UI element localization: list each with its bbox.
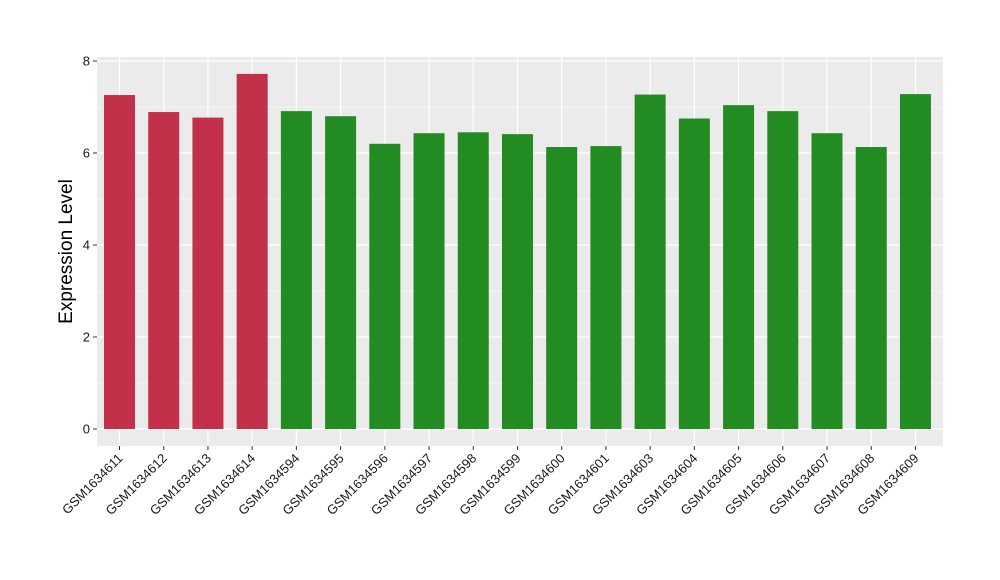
bar-GSM1634604	[678, 118, 710, 429]
bar-GSM1634597	[413, 133, 445, 429]
bar-GSM1634599	[501, 134, 533, 429]
y-tick-label: 0	[83, 422, 90, 437]
x-axis: GSM1634611GSM1634612GSM1634613GSM1634614…	[59, 446, 922, 518]
y-tick-label: 2	[83, 330, 90, 345]
bar-GSM1634601	[590, 146, 622, 429]
bar-GSM1634605	[723, 105, 755, 429]
y-tick-label: 8	[83, 54, 90, 69]
y-tick-label: 4	[83, 238, 90, 253]
bar-GSM1634609	[899, 94, 931, 430]
bar-GSM1634594	[280, 111, 312, 429]
y-axis-title: Expression Level	[56, 179, 77, 324]
bar-GSM1634606	[767, 111, 799, 429]
y-tick-label: 6	[83, 146, 90, 161]
bar-GSM1634613	[192, 117, 224, 429]
bar-GSM1634608	[855, 147, 887, 429]
bar-GSM1634611	[104, 95, 135, 429]
bar-GSM1634607	[811, 133, 843, 429]
bars	[104, 73, 931, 430]
bar-GSM1634614	[236, 73, 268, 429]
bar-GSM1634600	[546, 147, 578, 429]
y-axis: 0 2 4 6 8	[83, 54, 97, 437]
bar-GSM1634595	[325, 116, 357, 429]
bar-GSM1634603	[634, 94, 666, 429]
bar-GSM1634596	[369, 143, 401, 430]
bar-GSM1634612	[148, 112, 180, 429]
bar-GSM1634598	[457, 132, 489, 430]
